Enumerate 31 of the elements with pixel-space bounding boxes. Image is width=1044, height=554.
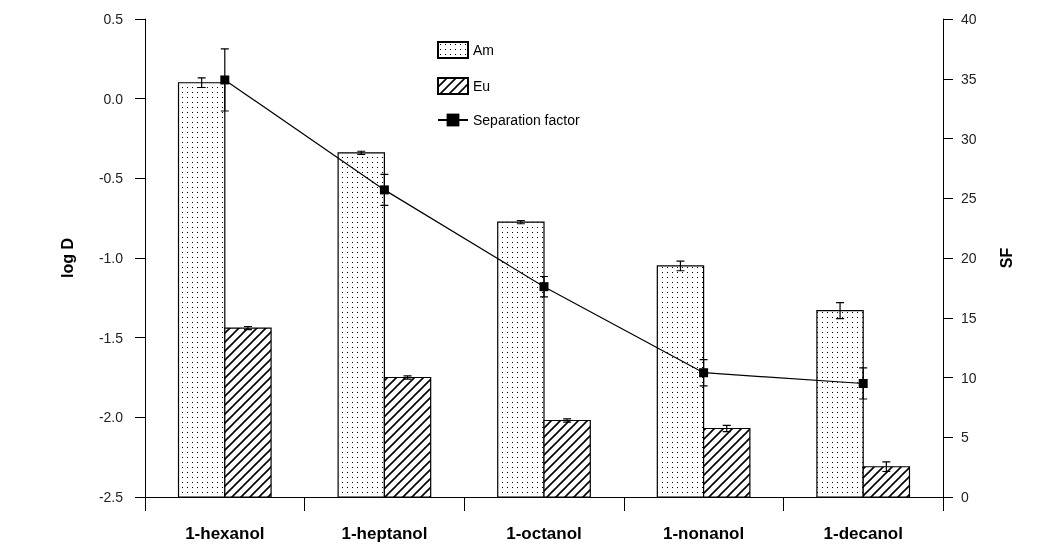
point — [379, 185, 389, 195]
y2-tick-label: 15 — [961, 309, 977, 326]
y-tick-label: -2.5 — [98, 489, 124, 505]
y-tick-label: 0.5 — [103, 11, 124, 27]
y-tick-label: -2.0 — [98, 409, 124, 426]
y2-tick-label: 20 — [961, 250, 977, 266]
y-tick-label: -1.0 — [98, 250, 124, 266]
x-tick-label: 1-decanol — [823, 524, 903, 543]
point — [220, 75, 230, 85]
y2-tick-label: 0 — [961, 489, 969, 505]
point — [858, 378, 868, 388]
y-tick-label: 0.0 — [103, 90, 124, 107]
y2-axis-title: SF — [997, 247, 1015, 269]
x-tick-label: 1-nonanol — [662, 524, 745, 543]
point — [699, 368, 709, 378]
y2-tick-label: 10 — [961, 369, 977, 386]
x-tick-label: 1-hexanol — [185, 524, 265, 543]
y2-tick-label: 30 — [961, 130, 977, 147]
y-axis-title: log D — [58, 238, 76, 278]
y-tick-label: -1.5 — [98, 329, 124, 346]
point — [539, 282, 549, 292]
x-tick-label: 1-heptanol — [341, 524, 428, 543]
x-tick-label: 1-octanol — [506, 524, 582, 543]
y-tick-label: -0.5 — [98, 170, 124, 187]
legend-label: Am — [473, 42, 494, 58]
legend-label: Separation factor — [473, 112, 580, 128]
y2-tick-label: 40 — [961, 11, 977, 27]
y2-tick-label: 25 — [961, 190, 977, 207]
legend-label: Eu — [473, 78, 491, 94]
y2-tick-label: 5 — [961, 429, 969, 446]
y2-tick-label: 35 — [961, 70, 977, 87]
